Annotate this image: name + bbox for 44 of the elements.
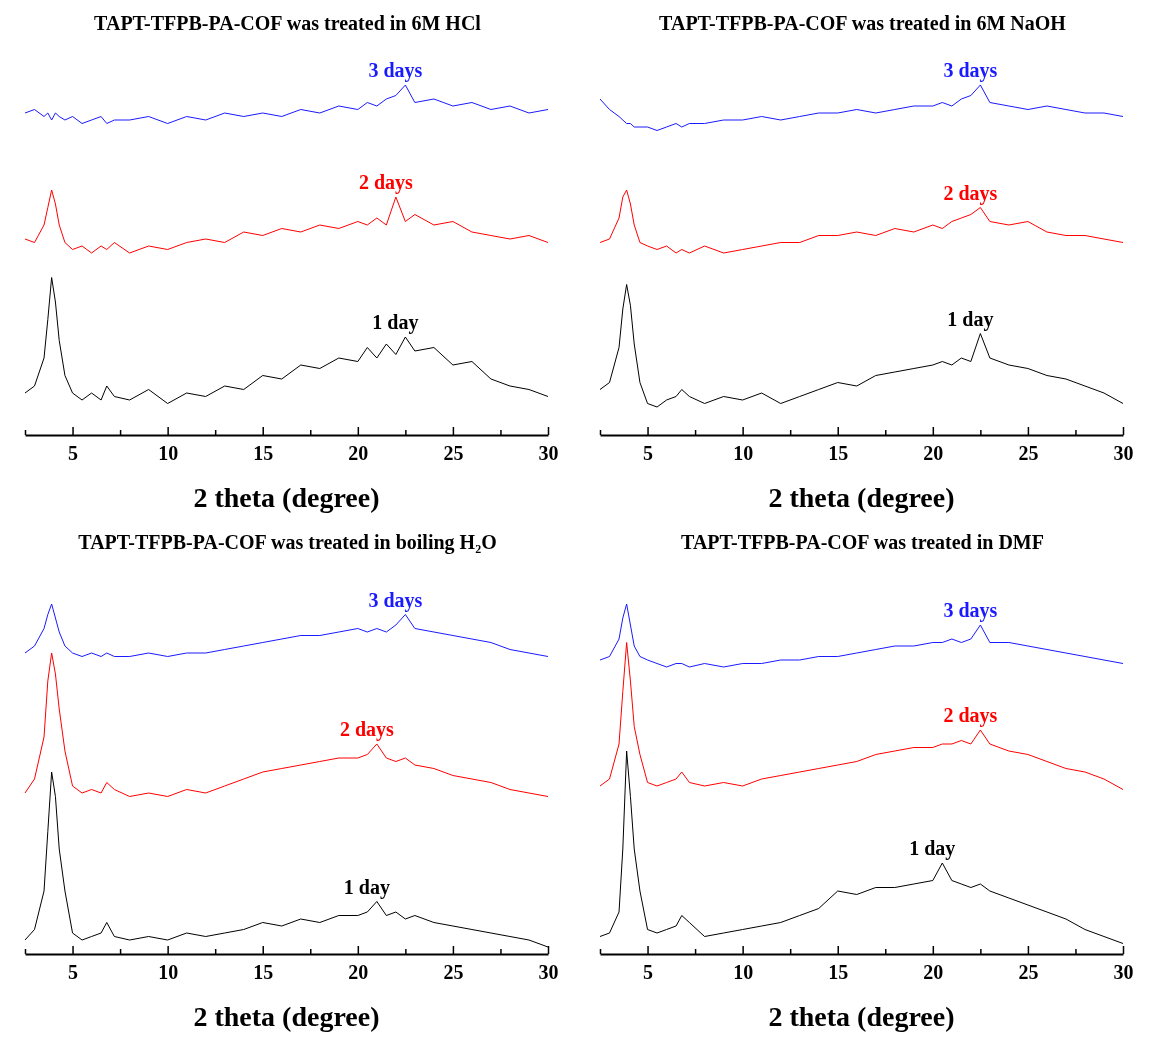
series-label: 2 days — [339, 718, 395, 741]
series-label: 1 day — [343, 875, 390, 899]
chart-title: TAPT-TFPB-PA-COF was treated in 6M HCl — [94, 12, 482, 34]
series-label: 3 days — [943, 59, 998, 82]
chart-title: TAPT-TFPB-PA-COF was treated in 6M NaOH — [659, 12, 1067, 34]
chart-title: TAPT-TFPB-PA-COF was treated in DMF — [681, 531, 1044, 553]
x-tick-label: 25 — [443, 442, 464, 464]
x-axis-title: 2 theta (degree) — [768, 482, 955, 513]
x-tick-label: 20 — [923, 442, 944, 464]
x-tick-label: 15 — [828, 442, 849, 464]
x-axis-title: 2 theta (degree) — [193, 482, 380, 513]
x-tick-label: 30 — [1113, 442, 1134, 464]
series-label: 2 days — [943, 181, 998, 205]
x-tick-label: 20 — [348, 442, 369, 464]
x-tick-label: 5 — [643, 961, 654, 983]
series-label: 1 day — [947, 307, 994, 331]
x-tick-label: 30 — [538, 442, 559, 464]
x-tick-label: 20 — [348, 961, 369, 983]
x-tick-label: 30 — [1113, 961, 1134, 983]
x-tick-label: 15 — [253, 961, 274, 983]
series-label: 3 days — [368, 588, 423, 612]
series-label: 2 days — [358, 171, 414, 194]
series-label: 3 days — [943, 599, 998, 622]
x-tick-label: 25 — [443, 961, 464, 983]
x-axis-title: 2 theta (degree) — [768, 1001, 955, 1032]
x-axis-title: 2 theta (degree) — [193, 1001, 380, 1032]
x-tick-label: 10 — [158, 961, 179, 983]
x-tick-label: 5 — [68, 442, 79, 464]
x-tick-label: 25 — [1018, 442, 1039, 464]
x-tick-label: 20 — [923, 961, 944, 983]
x-tick-label: 10 — [733, 961, 754, 983]
x-tick-label: 5 — [643, 442, 654, 464]
x-tick-label: 15 — [253, 442, 274, 464]
chart-title: TAPT-TFPB-PA-COF was treated in boiling H₂O — [78, 531, 497, 554]
series-label: 2 days — [943, 704, 998, 727]
x-tick-label: 30 — [538, 961, 559, 983]
x-tick-label: 5 — [68, 961, 79, 983]
x-tick-label: 10 — [158, 442, 179, 464]
x-tick-label: 10 — [733, 442, 754, 464]
series-label: 3 days — [368, 59, 423, 82]
series-label: 1 day — [372, 311, 419, 334]
x-tick-label: 25 — [1018, 961, 1039, 983]
series-label: 1 day — [909, 837, 956, 860]
x-tick-label: 15 — [828, 961, 849, 983]
